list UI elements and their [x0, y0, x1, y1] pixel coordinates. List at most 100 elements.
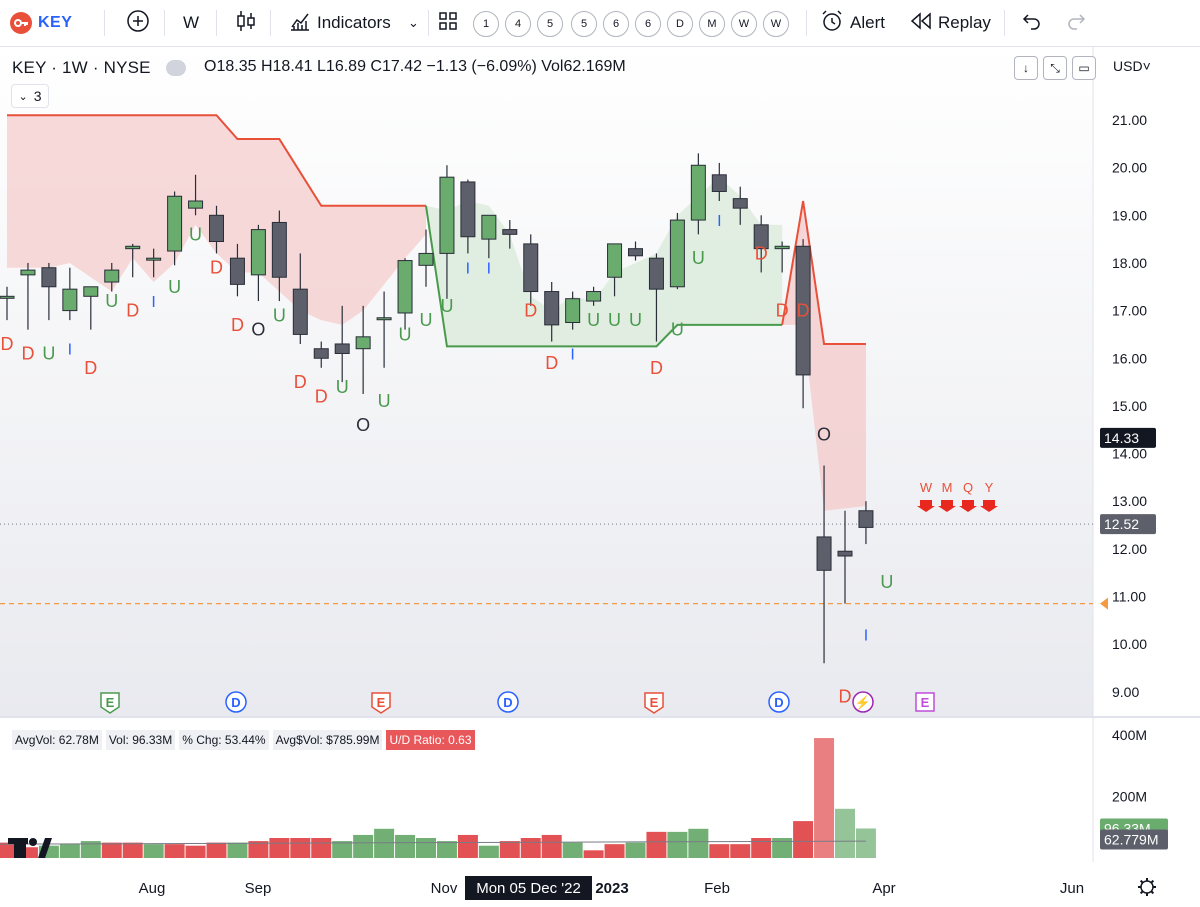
volume-bar — [436, 841, 457, 858]
interval-quick-button[interactable]: M — [699, 11, 725, 37]
volume-bar — [499, 841, 520, 858]
candle-body — [648, 257, 664, 290]
crosshair-date-label: Mon 05 Dec '22 — [465, 876, 592, 900]
studies-toggle[interactable]: ⌄ 3 — [11, 84, 49, 108]
candle-body — [753, 224, 769, 250]
settings-gear-icon — [1138, 878, 1156, 896]
price-axis-tick: 16.00 — [1112, 350, 1147, 366]
collapse-button[interactable]: ⤡ — [1043, 56, 1067, 80]
event-marker-div — [225, 691, 247, 713]
add-symbol-button[interactable] — [126, 0, 150, 46]
signal-marker-d: D — [21, 343, 34, 363]
chart-type-button[interactable] — [236, 0, 256, 46]
down-arrow-icon — [980, 500, 998, 512]
event-marker-label: E — [377, 695, 386, 710]
event-marker-label: D — [503, 695, 512, 710]
symbol-label: KEY — [38, 14, 73, 31]
indicators-button[interactable]: Indicators — [289, 0, 391, 46]
candle-body — [167, 195, 183, 252]
event-marker-label: E — [921, 695, 930, 710]
candle-body — [481, 214, 497, 240]
event-marker-label: E — [106, 695, 115, 710]
price-axis-tick: 19.00 — [1112, 207, 1147, 223]
time-axis-tick: 2023 — [595, 880, 628, 897]
chart-symbol-title[interactable]: KEY · 1W · NYSE — [12, 58, 151, 77]
volume-bar — [583, 850, 604, 858]
candle-body — [125, 245, 141, 250]
support-line — [425, 205, 783, 348]
high-label: H — [260, 58, 273, 75]
logo-part — [38, 838, 52, 858]
event-marker-label: D — [231, 695, 240, 710]
volume-bar — [730, 844, 751, 858]
volume-bar — [520, 838, 541, 858]
interval-quick-button[interactable]: W — [763, 11, 789, 37]
visibility-toggle[interactable] — [166, 60, 186, 76]
close-value: 17.42 — [381, 58, 423, 75]
interval-quick-button[interactable]: 6 — [635, 11, 661, 37]
logo-part — [29, 838, 37, 846]
logo-part — [8, 838, 28, 844]
avgvol-stat: AvgVol: 62.78M — [12, 730, 102, 750]
interval-quick-button[interactable]: W — [731, 11, 757, 37]
volume-bar — [835, 808, 855, 858]
alert-button[interactable]: Alert — [820, 0, 885, 46]
event-marker-earn-green — [100, 692, 120, 714]
divider — [270, 10, 271, 36]
volume-bar — [772, 838, 793, 858]
interval-quick-button[interactable]: D — [667, 11, 693, 37]
signal-marker-u: U — [587, 310, 600, 330]
volume-bar — [416, 838, 436, 858]
volume-stats: AvgVol: 62.78M Vol: 96.33M % Chg: 53.44%… — [12, 730, 475, 750]
interval-quick-button[interactable]: 6 — [603, 11, 629, 37]
interval-quick-button[interactable]: 1 — [473, 11, 499, 37]
volume-bar — [17, 847, 38, 858]
time-axis-tick: Sep — [245, 880, 272, 897]
layouts-button[interactable] — [438, 0, 458, 46]
last-price-label-bg — [1100, 514, 1156, 535]
candle-body — [774, 245, 790, 250]
avg-volume-value-label: 62.779M — [1104, 832, 1158, 848]
event-marker-label: ⚡ — [855, 695, 871, 711]
interval-quick-button[interactable]: 5 — [571, 11, 597, 37]
download-button[interactable]: ↓ — [1014, 56, 1038, 80]
signal-marker-i: I — [68, 342, 72, 359]
interval-quick-button[interactable]: 4 — [505, 11, 531, 37]
interval-quick-button[interactable]: 5 — [537, 11, 563, 37]
replay-button[interactable]: Replay — [910, 0, 991, 46]
redo-button[interactable] — [1066, 0, 1086, 46]
candle-body — [104, 269, 120, 283]
symbol-search[interactable]: KEY — [10, 0, 72, 46]
price-axis-tick: 12.00 — [1112, 541, 1147, 557]
candle-body — [355, 336, 371, 350]
signal-marker-o: O — [251, 320, 265, 340]
period-arrow-label: M — [942, 480, 953, 495]
volume-bar — [164, 844, 185, 858]
volume-bar — [709, 844, 730, 858]
candle-body — [188, 200, 204, 209]
signal-marker-i: I — [487, 261, 491, 278]
signal-marker-i: I — [717, 213, 721, 230]
fullscreen-button[interactable]: ▭ — [1072, 56, 1096, 80]
candle-body — [209, 214, 224, 243]
volume-bar — [478, 845, 499, 858]
event-marker-label: D — [774, 695, 783, 710]
signal-marker-d: D — [755, 243, 768, 263]
candle-body — [607, 243, 623, 278]
signal-marker-u: U — [273, 305, 286, 325]
signal-marker-i: I — [466, 261, 470, 278]
signal-marker-i: I — [151, 294, 155, 311]
period-arrow-label: Q — [963, 480, 973, 495]
crosshair-price-label-bg — [1100, 427, 1156, 448]
interval-button[interactable]: W — [183, 13, 200, 32]
fullscreen-icon: ▭ — [1078, 61, 1090, 75]
gear-part — [1150, 890, 1155, 895]
signal-marker-d: D — [776, 301, 789, 321]
chevron-down-icon[interactable]: ⌄ — [408, 15, 419, 30]
undo-button[interactable] — [1022, 0, 1042, 46]
divider — [216, 10, 217, 36]
candle-body — [795, 245, 811, 376]
currency-selector[interactable]: USD˅ — [1113, 58, 1151, 74]
undo-icon — [1022, 11, 1042, 36]
